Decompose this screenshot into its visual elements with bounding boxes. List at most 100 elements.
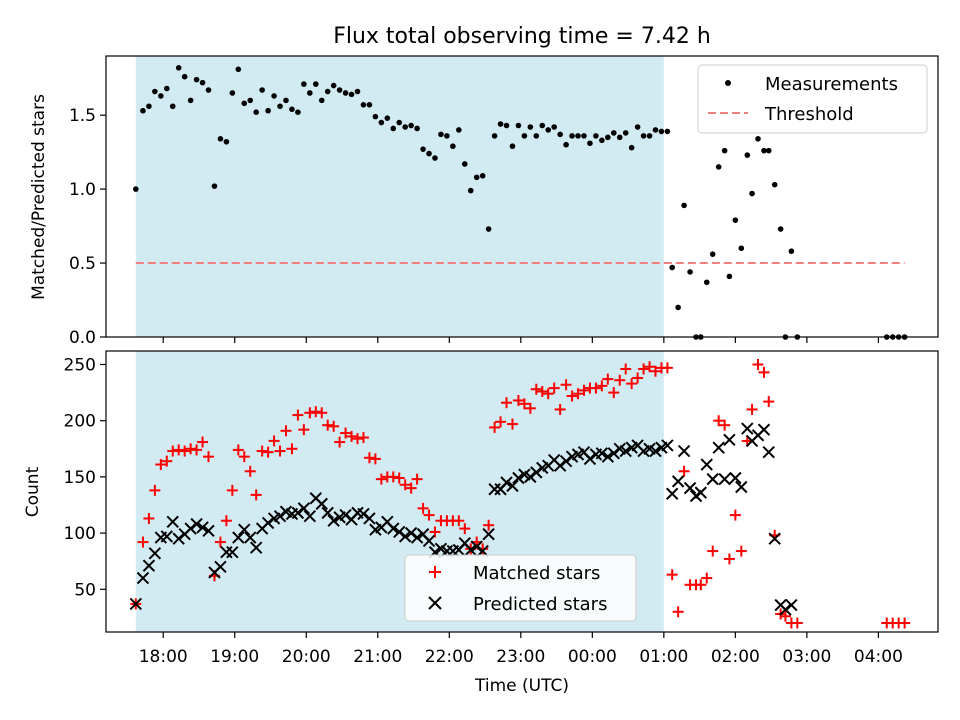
measurement-point <box>755 136 761 142</box>
predicted-star-point <box>184 522 197 535</box>
top-y-tick-label: 0.0 <box>69 328 96 348</box>
predicted-star-point <box>762 445 775 459</box>
matched-star-point <box>256 445 268 457</box>
measurement-point <box>610 130 617 136</box>
matched-star-point <box>578 384 590 396</box>
measurement-point <box>581 133 587 139</box>
measurement-point <box>593 133 599 139</box>
matched-star-point <box>695 579 707 591</box>
predicted-star-point <box>559 454 573 468</box>
matched-star-point <box>650 365 662 377</box>
matched-star-point <box>719 419 731 431</box>
predicted-star-point <box>136 571 150 585</box>
predicted-star-point <box>506 479 519 493</box>
matched-star-point <box>758 366 770 378</box>
measurement-point <box>295 109 301 115</box>
matched-star-point <box>274 445 286 457</box>
matched-star-point <box>161 455 173 467</box>
measurement-point <box>640 133 647 139</box>
matched-star-point <box>298 424 310 436</box>
measurement-point <box>687 269 693 275</box>
predicted-star-point <box>779 603 792 616</box>
measurement-point <box>384 115 391 121</box>
measurement-point <box>587 140 593 147</box>
measurement-point <box>521 133 528 139</box>
top-y-tick-label: 1.0 <box>69 180 96 200</box>
matched-star-point <box>554 403 566 415</box>
matched-star-point <box>352 433 364 445</box>
measurement-point <box>330 82 337 89</box>
measurement-point <box>169 103 176 110</box>
measurement-point <box>420 146 426 152</box>
measurement-point <box>749 190 755 197</box>
measurement-point <box>726 273 733 280</box>
bottom-y-tick-label: 100 <box>64 524 96 544</box>
x-tick-label: 02:00 <box>711 647 760 667</box>
predicted-star-point <box>148 547 162 560</box>
predicted-star-point <box>524 470 537 484</box>
matched-star-point <box>626 378 638 390</box>
measurement-point <box>181 73 188 80</box>
measurement-point <box>634 124 641 130</box>
matched-star-point <box>489 421 501 433</box>
predicted-star-point <box>196 521 209 534</box>
predicted-star-point <box>398 530 412 543</box>
matched-star-point <box>661 362 673 374</box>
top-y-tick-labels: 0.0 0.5 1.0 1.5 <box>69 106 106 348</box>
matched-star-point <box>334 436 346 448</box>
predicted-star-point <box>601 450 615 463</box>
matched-star-point <box>666 569 678 581</box>
measurement-point <box>732 217 739 223</box>
matched-star-point <box>179 445 191 457</box>
predicted-star-point <box>321 506 334 520</box>
chart-title: Flux total observing time = 7.42 h <box>333 24 711 49</box>
measurement-point <box>318 97 325 104</box>
measurement-point <box>348 91 355 98</box>
matched-star-point <box>779 610 791 622</box>
predicted-star-point <box>129 597 143 611</box>
top-plot-frame <box>105 55 939 338</box>
predicted-star-point <box>512 471 525 485</box>
matched-star-point <box>542 388 554 400</box>
predicted-star-point <box>700 458 713 471</box>
predicted-star-point <box>595 447 609 460</box>
matched-star-point <box>310 406 322 418</box>
bottom-legend: Matched stars Predicted stars <box>404 554 637 622</box>
predicted-star-point <box>363 512 376 525</box>
measurement-point <box>473 174 480 181</box>
predicted-star-point <box>723 433 736 447</box>
predicted-star-point <box>718 472 731 486</box>
predicted-star-point <box>422 534 436 548</box>
predicted-star-point <box>671 475 685 488</box>
matched-star-point <box>363 452 375 464</box>
x-tick-label: 23:00 <box>496 647 545 667</box>
top-tick-marks <box>162 337 880 343</box>
measurement-point <box>307 90 313 96</box>
matched-star-point <box>399 479 411 491</box>
matched-star-point <box>292 409 304 421</box>
matched-star-point <box>602 373 614 385</box>
matched-star-point <box>244 465 256 477</box>
top-shaded-span <box>135 56 664 337</box>
measurement-point <box>456 127 462 133</box>
measurement-point <box>491 133 498 139</box>
x-axis-label: Time (UTC) <box>474 676 569 696</box>
matched-star-point <box>632 372 644 384</box>
matched-star-point <box>572 388 584 400</box>
measurement-point <box>229 90 236 96</box>
measurement-point <box>193 76 200 83</box>
matched-star-point <box>316 407 328 419</box>
matched-star-point <box>530 383 542 395</box>
predicted-star-point <box>142 559 156 572</box>
predicted-star-point <box>470 540 483 553</box>
predicted-star-point <box>226 545 239 559</box>
measurement-point <box>414 125 420 132</box>
predicted-star-point <box>339 508 352 522</box>
predicted-star-point <box>261 516 275 530</box>
matched-star-point <box>560 379 572 391</box>
measurement-point <box>283 97 289 104</box>
x-tick-label: 19:00 <box>210 647 259 667</box>
bottom-y-tick-labels: 50 100 150 200 250 <box>64 355 106 600</box>
matched-star-point <box>590 382 602 394</box>
matched-star-point <box>226 484 238 496</box>
